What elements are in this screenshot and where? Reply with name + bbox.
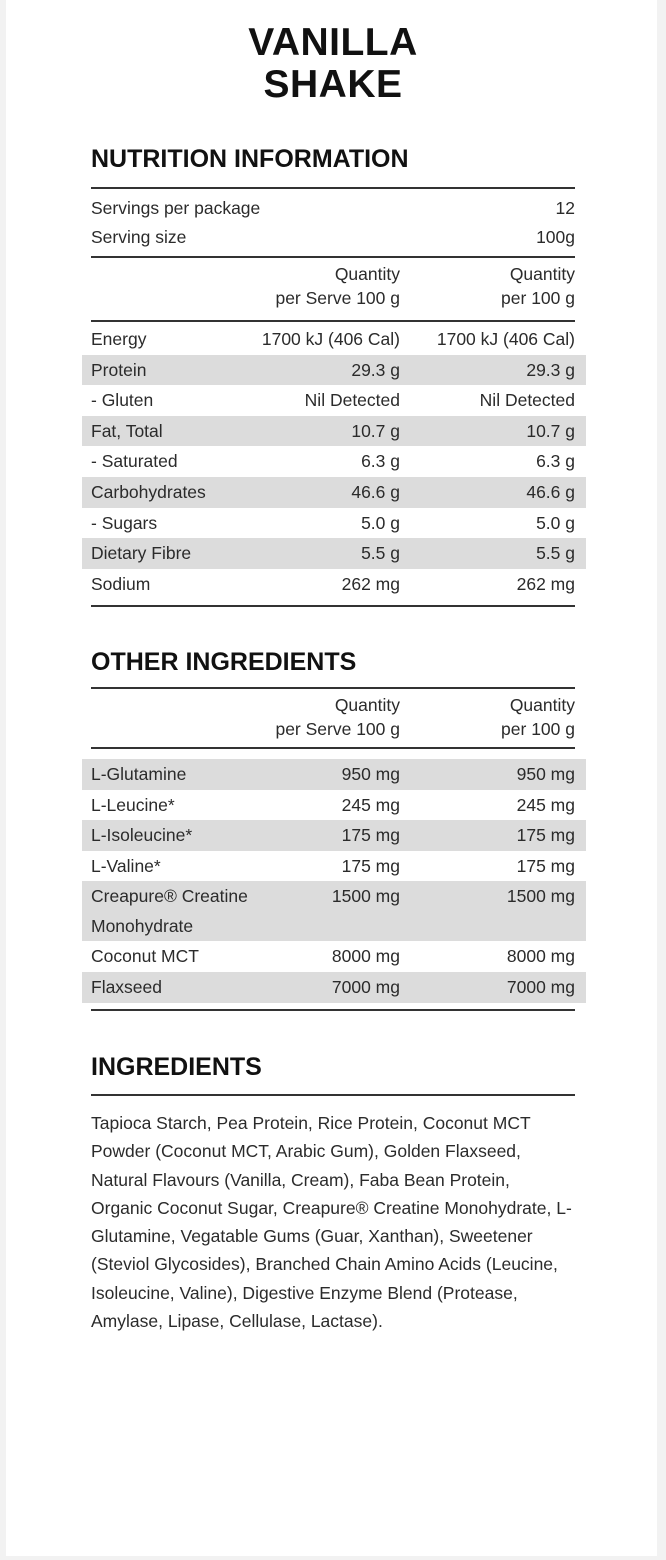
row-name: L-Leucine*	[91, 794, 175, 815]
row-per-100g: 5.5 g	[536, 543, 575, 564]
row-per-serve: 7000 mg	[331, 976, 400, 997]
table-row: Energy 1700 kJ (406 Cal) 1700 kJ (406 Cal)	[82, 324, 586, 355]
row-name: Coconut MCT	[91, 946, 199, 967]
row-per-serve: 950 mg	[341, 764, 400, 784]
col-header: per Serve 100 g	[275, 719, 400, 739]
row-name: Dietary Fibre	[91, 543, 192, 564]
column-headers: Quantity per Serve 100 g Quantity per 100 …	[91, 258, 575, 320]
serving-label: Servings per package	[91, 198, 261, 218]
row-name: L-Valine*	[91, 855, 161, 876]
divider	[91, 1008, 575, 1011]
row-per-100g: 8000 mg	[506, 946, 575, 967]
table-row: Flaxseed 7000 mg 7000 mg	[82, 971, 586, 1003]
row-per-serve: 10.7 g	[351, 420, 400, 441]
column-headers: Quantity per Serve 100 g Quantity per 100 …	[91, 689, 575, 747]
row-per-100g: Nil Detected	[479, 390, 575, 411]
ingredients-text: Tapioca Starch, Pea Protein, Rice Protei…	[91, 1113, 572, 1332]
row-per-100g: 175 mg	[516, 825, 575, 846]
row-per-serve: 175 mg	[341, 825, 400, 846]
table-row: L-Isoleucine* 175 mg 175 mg	[82, 820, 586, 851]
table-row: Carbohydrates 46.6 g 46.6 g	[82, 476, 586, 508]
col-header: per 100 g	[501, 288, 575, 308]
row-per-serve: 5.0 g	[361, 512, 400, 533]
row-name: - Gluten	[91, 390, 154, 411]
row-per-100g: 29.3 g	[526, 359, 575, 380]
row-name: L-Isoleucine*	[91, 825, 193, 846]
col-header: Quantity	[334, 264, 400, 284]
row-name: Flaxseed	[91, 976, 163, 997]
row-name: Carbohydrates	[91, 481, 206, 502]
row-per-serve: 5.5 g	[361, 543, 400, 564]
nutrition-section: NUTRITION INFORMATION Servings per packa…	[82, 142, 586, 608]
divider: Quantity per Serve 100 g Quantity per 100 …	[91, 256, 575, 320]
table-row: - Saturated 6.3 g 6.3 g	[82, 446, 586, 477]
section-heading: INGREDIENTS	[91, 1053, 262, 1081]
row-per-serve: 245 mg	[341, 794, 400, 815]
row-per-100g: 5.0 g	[536, 512, 575, 533]
serving-value: 100g	[536, 227, 575, 247]
row-per-100g: 46.6 g	[526, 481, 575, 502]
table-row: L-Valine* 175 mg 175 mg	[82, 851, 586, 882]
row-per-serve: 8000 mg	[331, 946, 400, 967]
row-per-100g: 7000 mg	[506, 976, 575, 997]
col-header: Quantity	[334, 695, 400, 715]
table-row: L-Leucine* 245 mg 245 mg	[82, 790, 586, 821]
row-name: Creapure® Creatine Monohydrate	[91, 886, 248, 937]
ingredients-section: INGREDIENTS Tapioca Starch, Pea Protein,…	[91, 1050, 575, 1335]
serving-label: Serving size	[91, 227, 187, 247]
row-per-serve: 175 mg	[341, 855, 400, 876]
row-per-serve: 1500 mg	[331, 886, 400, 907]
row-per-100g: 245 mg	[516, 794, 575, 815]
divider: L-Glutamine 950 mg 950 mg L-Leucine* 245 mg 2…	[82, 747, 586, 1003]
row-name: - Sugars	[91, 512, 158, 533]
title-line: SHAKE	[263, 63, 403, 106]
row-name: - Saturated	[91, 451, 178, 472]
product-title: VANILLA SHAKE	[91, 22, 575, 106]
table-row: Sodium 262 mg 262 mg	[82, 569, 586, 600]
row-per-100g: 950 mg	[516, 764, 575, 784]
col-header: Quantity	[509, 695, 575, 715]
row-name: Protein	[91, 359, 147, 380]
row-per-serve: 6.3 g	[361, 451, 400, 472]
page: VANILLA SHAKE NUTRITION INFORMATION Serv…	[6, 0, 657, 1556]
section-heading: OTHER INGREDIENTS	[91, 648, 357, 676]
divider: Tapioca Starch, Pea Protein, Rice Protei…	[91, 1094, 575, 1335]
row-per-100g: 1500 mg	[506, 886, 575, 907]
table-row: Coconut MCT 8000 mg 8000 mg	[82, 941, 586, 972]
row-per-serve: 29.3 g	[351, 359, 400, 380]
divider: Servings per package 12 Serving size 100g	[91, 187, 575, 252]
row-per-serve: 1700 kJ (406 Cal)	[261, 329, 400, 349]
table-row: - Sugars 5.0 g 5.0 g	[82, 508, 586, 539]
row-per-100g: 6.3 g	[536, 451, 575, 472]
row-name: Sodium	[91, 573, 151, 594]
col-header: per 100 g	[501, 719, 575, 739]
table-row: Dietary Fibre 5.5 g 5.5 g	[82, 538, 586, 569]
table-row: Protein 29.3 g 29.3 g	[82, 354, 586, 386]
col-header: Quantity	[509, 264, 575, 284]
table-row: - Gluten Nil Detected Nil Detected	[82, 385, 586, 416]
serving-row: Serving size 100g	[91, 223, 575, 252]
table-row: Fat, Total 10.7 g 10.7 g	[82, 415, 586, 447]
other-ingredients-section: OTHER INGREDIENTS Quantity per Serve 100 …	[82, 645, 586, 1011]
row-name: Fat, Total	[91, 420, 163, 441]
row-per-100g: 175 mg	[516, 855, 575, 876]
table-row: L-Glutamine 950 mg 950 mg	[82, 759, 586, 790]
row-per-100g: 10.7 g	[526, 420, 575, 441]
divider: Energy 1700 kJ (406 Cal) 1700 kJ (406 Cal)…	[82, 320, 586, 599]
row-name: L-Glutamine	[91, 764, 187, 784]
divider: Quantity per Serve 100 g Quantity per 100 …	[91, 687, 575, 747]
serving-value: 12	[555, 198, 575, 218]
title-line: VANILLA	[248, 21, 418, 64]
divider	[91, 605, 575, 608]
row-per-100g: 262 mg	[516, 573, 575, 594]
row-per-100g: 1700 kJ (406 Cal)	[436, 329, 575, 349]
serving-row: Servings per package 12	[91, 194, 575, 223]
section-heading: NUTRITION INFORMATION	[91, 145, 409, 173]
col-header: per Serve 100 g	[275, 288, 400, 308]
row-name: Energy	[91, 329, 147, 349]
table-row: Creapure® Creatine Monohydrate 1500 mg 150…	[82, 881, 586, 942]
row-per-serve: Nil Detected	[304, 390, 400, 411]
row-per-serve: 46.6 g	[351, 481, 400, 502]
row-per-serve: 262 mg	[341, 573, 400, 594]
